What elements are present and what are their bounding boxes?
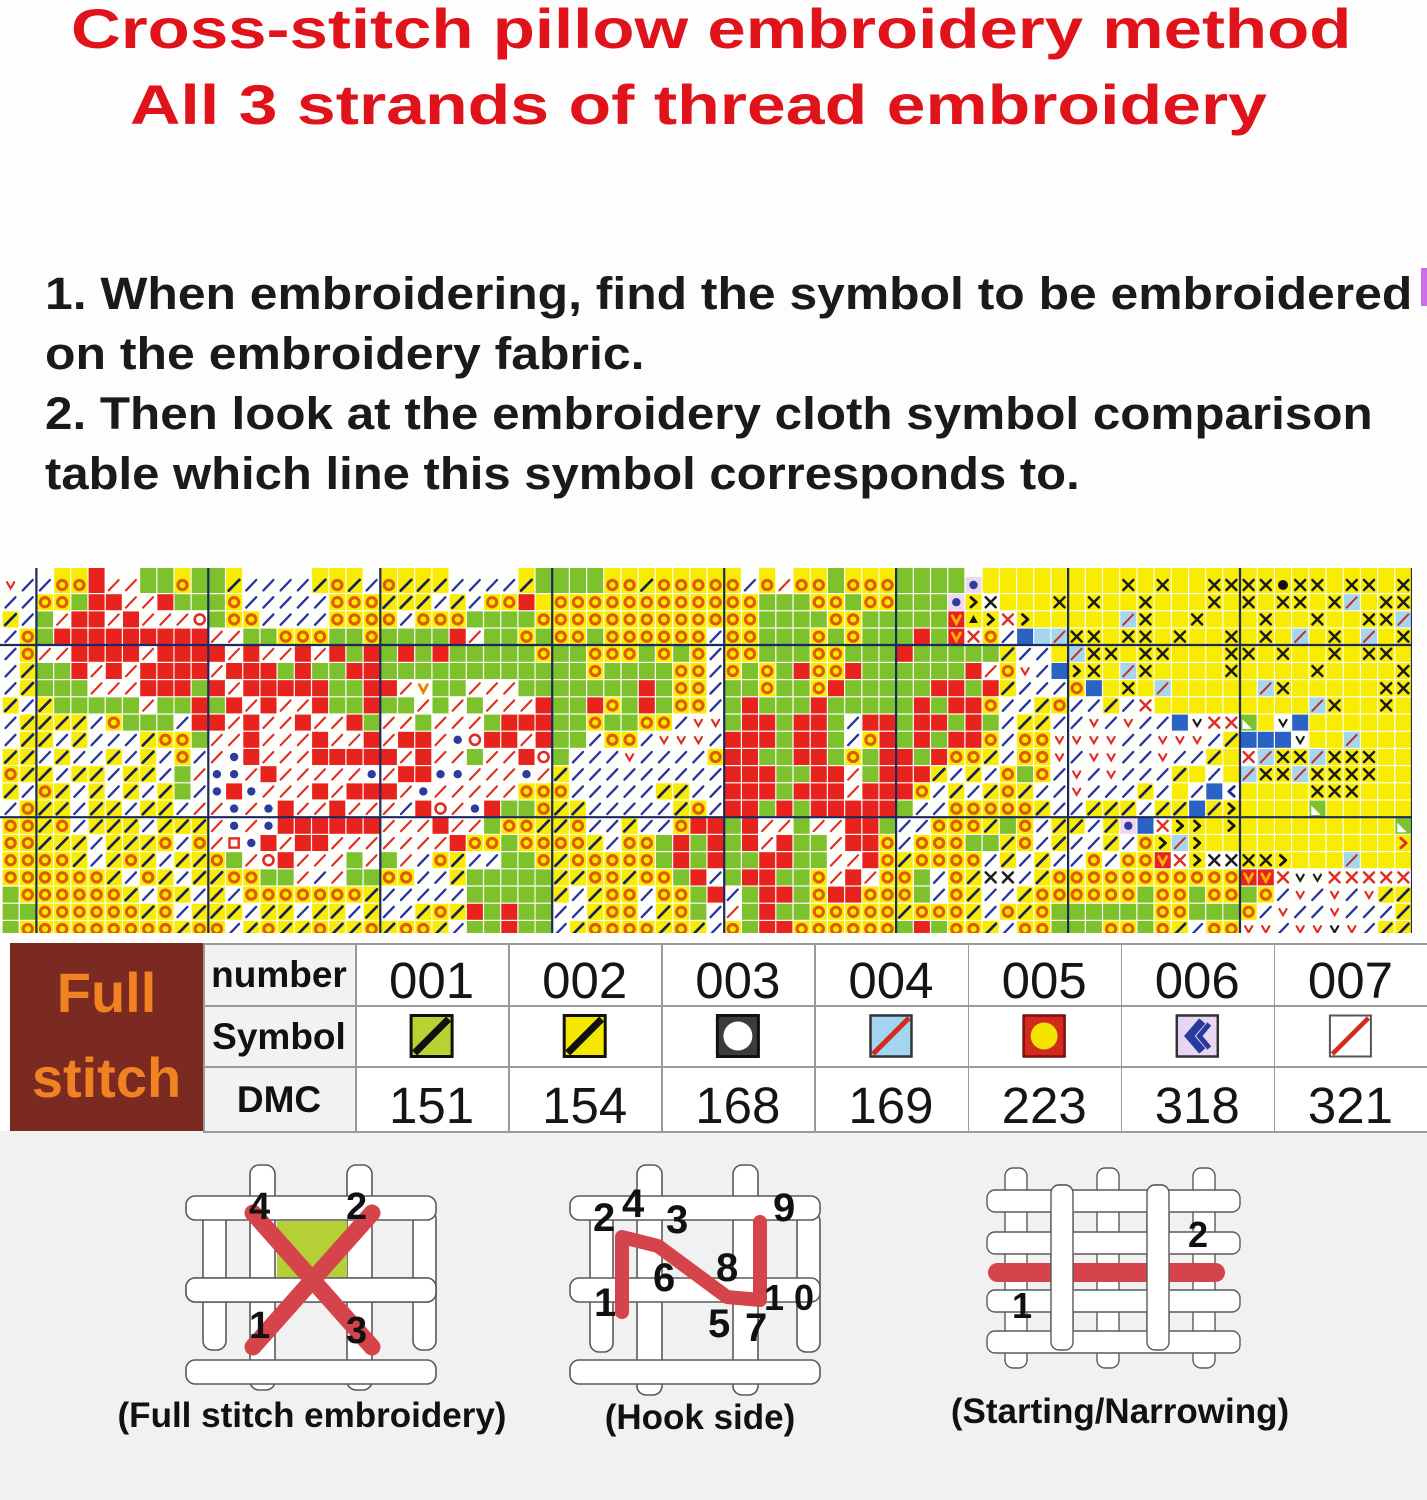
svg-text:3: 3 [666,1198,688,1242]
svg-text:2: 2 [1188,1214,1208,1255]
svg-text:4: 4 [622,1182,645,1226]
svg-text:5: 5 [708,1302,730,1346]
svg-text:1: 1 [249,1305,270,1347]
svg-text:1 0: 1 0 [764,1277,814,1318]
svg-text:1: 1 [1012,1285,1032,1326]
svg-text:3: 3 [346,1310,367,1352]
svg-text:8: 8 [716,1246,738,1290]
svg-text:9: 9 [773,1186,795,1230]
svg-text:6: 6 [653,1256,675,1300]
svg-text:2: 2 [593,1196,615,1240]
svg-text:7: 7 [745,1306,767,1350]
svg-text:2: 2 [346,1186,367,1228]
svg-text:1: 1 [594,1281,616,1325]
svg-text:4: 4 [249,1186,270,1228]
